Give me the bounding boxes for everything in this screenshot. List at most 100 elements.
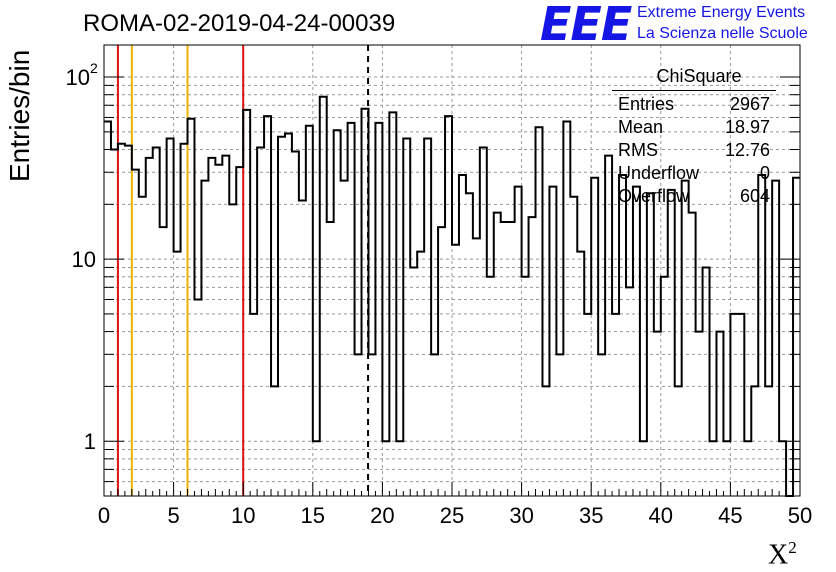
histogram-bin (710, 441, 717, 496)
stats-key: Mean (618, 117, 664, 137)
histogram-bin (563, 122, 570, 496)
x-tick-label: 15 (301, 503, 325, 528)
stats-value: 2967 (729, 94, 770, 114)
histogram-bin (536, 127, 543, 496)
x-tick-label: 45 (718, 503, 742, 528)
x-tick-label: 30 (509, 503, 533, 528)
histogram (104, 95, 800, 497)
x-axis-label: X2 (768, 538, 797, 571)
histogram-bin (264, 116, 271, 496)
histogram-outline (104, 95, 800, 497)
histogram-bin (466, 193, 473, 496)
histogram-bin (188, 119, 195, 496)
stats-key: Underflow (618, 163, 700, 183)
histogram-bin (730, 314, 737, 496)
histogram-bin (403, 138, 410, 496)
eee-logo: EEE (540, 0, 632, 51)
histogram-bin (382, 441, 389, 496)
histogram-bin (215, 165, 222, 496)
histogram-bin (362, 109, 369, 496)
histogram-bin (278, 137, 285, 496)
histogram-bin (459, 175, 466, 496)
histogram-bin (556, 354, 563, 496)
histogram-bin (751, 386, 758, 496)
histogram-bin (139, 197, 146, 496)
y-tick-label-sup: 2 (90, 60, 98, 76)
histogram-bin (368, 354, 375, 496)
histogram-bin (271, 386, 278, 496)
stats-row-mean: Mean 18.97 (618, 115, 770, 139)
histogram-bin (647, 193, 654, 496)
stats-title: ChiSquare (656, 66, 742, 86)
x-axis-label-base: X (768, 539, 789, 571)
histogram-bin (389, 112, 396, 496)
histogram-bin (626, 287, 633, 496)
chart-title: ROMA-02-2019-04-24-00039 (83, 10, 396, 37)
histogram-bin (577, 252, 584, 496)
x-tick-label: 40 (649, 503, 673, 528)
histogram-bin (355, 354, 362, 496)
x-tick-label: 0 (98, 503, 110, 528)
histogram-bin (508, 222, 515, 496)
histogram-bin (201, 181, 208, 496)
histogram-bin (160, 227, 167, 496)
histogram-bin (772, 181, 779, 496)
histogram-bin (612, 314, 619, 496)
histogram-bin (167, 138, 174, 496)
histogram-bin (146, 158, 153, 496)
histogram-bin (125, 146, 132, 496)
histogram-bin (320, 97, 327, 496)
x-tick-label: 10 (231, 503, 255, 528)
histogram-bin (737, 314, 744, 496)
histogram-bin (299, 200, 306, 496)
histogram-bin (396, 441, 403, 496)
histogram-bin (445, 116, 452, 496)
stats-row-underflow: Underflow 0 (618, 161, 770, 185)
stats-divider (612, 90, 776, 91)
histogram-bin (640, 441, 647, 496)
x-tick-label: 50 (788, 503, 812, 528)
histogram-bin (181, 144, 188, 496)
x-axis-label-sup: 2 (788, 538, 797, 557)
stats-value: 18.97 (724, 117, 770, 137)
y-tick-label: 1 (84, 429, 96, 454)
y-tick-label: 10 (72, 247, 96, 272)
histogram-bin (473, 238, 480, 496)
logo-line-1: Extreme Energy Events (637, 4, 806, 21)
histogram-bin (668, 190, 675, 496)
histogram-bin (341, 181, 348, 496)
histogram-bin (410, 267, 417, 496)
histogram-bin (744, 441, 751, 496)
histogram-bin (257, 148, 264, 496)
histogram-bin (417, 252, 424, 496)
histogram-bin (758, 175, 765, 496)
histogram-bin (480, 148, 487, 496)
histogram-bin (306, 126, 313, 496)
histogram-bin (222, 156, 229, 496)
y-axis-label: Entries/bin (4, 49, 35, 182)
histogram-bin (236, 167, 243, 496)
histogram-bin (696, 332, 703, 496)
histogram-bin (619, 175, 626, 496)
x-tick-label: 25 (440, 503, 464, 528)
stats-row-entries: Entries 2967 (618, 92, 770, 116)
x-tick-label: 20 (370, 503, 394, 528)
histogram-bin (689, 213, 696, 496)
stats-value: 12.76 (724, 140, 770, 160)
histogram-bin (118, 144, 125, 496)
stats-row-rms: RMS 12.76 (618, 138, 770, 162)
histogram-bin (431, 354, 438, 496)
histogram-bin (424, 138, 431, 496)
histogram-bin (633, 187, 640, 496)
histogram-bin (153, 148, 160, 496)
histogram-bin (487, 277, 494, 496)
histogram-bin (675, 386, 682, 496)
histogram-bin (591, 178, 598, 496)
histogram-bin (570, 197, 577, 496)
histogram-bin (174, 252, 181, 496)
histogram-bin (111, 150, 118, 496)
stats-value: 0 (759, 163, 770, 183)
histogram-bin (104, 122, 111, 496)
